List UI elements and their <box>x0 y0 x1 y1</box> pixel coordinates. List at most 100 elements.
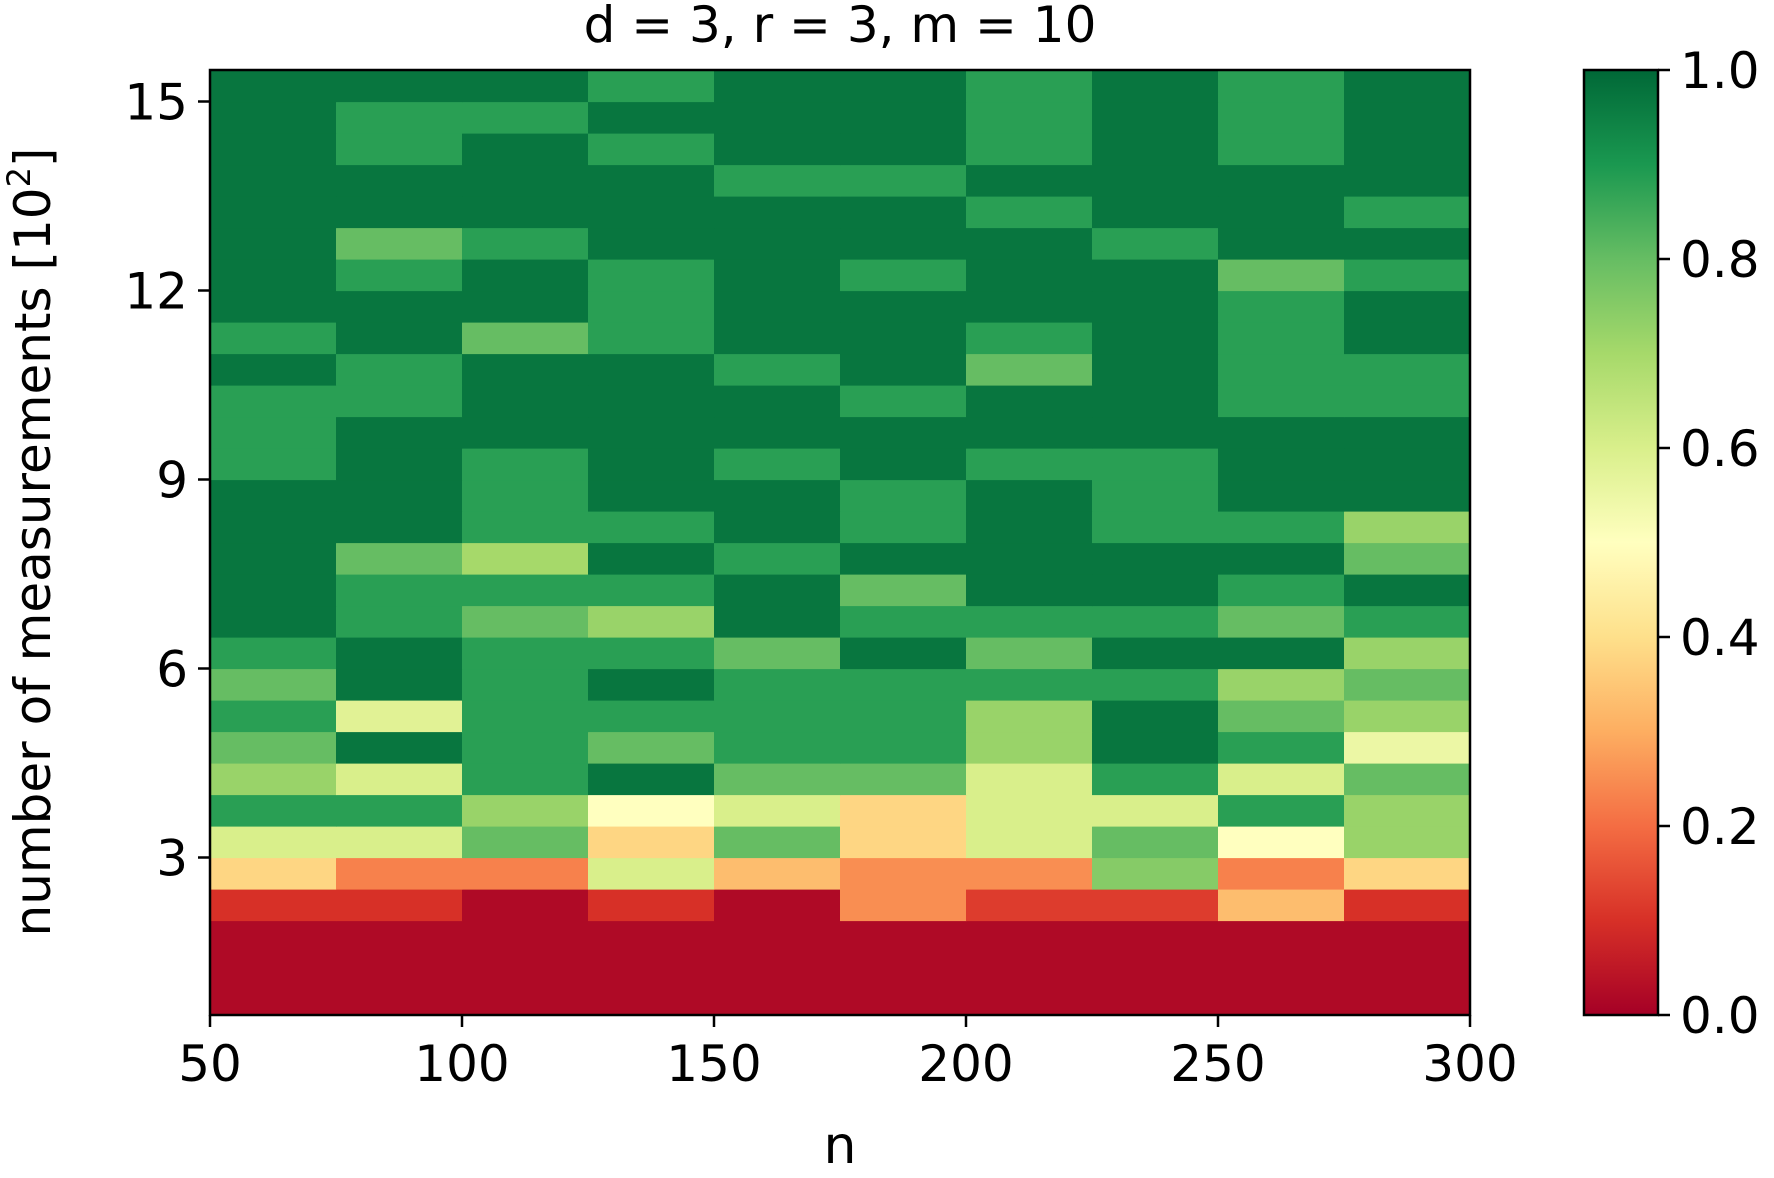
heatmap-cell <box>462 164 589 197</box>
heatmap-cell <box>1218 794 1345 827</box>
heatmap-cell <box>588 196 715 229</box>
heatmap-cell <box>588 133 715 166</box>
heatmap-cell <box>210 826 337 859</box>
heatmap-cell <box>336 511 463 544</box>
heatmap-cell <box>966 290 1093 323</box>
heatmap-cell <box>840 479 967 512</box>
heatmap-cell <box>588 889 715 922</box>
heatmap-cell <box>840 290 967 323</box>
heatmap-cell <box>1344 164 1471 197</box>
heatmap-cell <box>840 259 967 292</box>
heatmap-cell <box>336 227 463 260</box>
heatmap-cell <box>714 794 841 827</box>
heatmap-cell <box>714 164 841 197</box>
heatmap-cell <box>1218 227 1345 260</box>
heatmap-cell <box>1344 322 1471 355</box>
heatmap-cell <box>966 605 1093 638</box>
heatmap-cell <box>966 259 1093 292</box>
heatmap-cell <box>1344 196 1471 229</box>
heatmap-cell <box>1344 70 1471 103</box>
heatmap-cell <box>462 605 589 638</box>
heatmap-cell <box>714 605 841 638</box>
heatmap-cell <box>462 574 589 607</box>
heatmap-cell <box>966 763 1093 796</box>
chart-title: d = 3, r = 3, m = 10 <box>584 0 1097 54</box>
x-tick-label: 200 <box>918 1035 1013 1093</box>
heatmap-cell <box>588 385 715 418</box>
heatmap-cell <box>210 385 337 418</box>
heatmap-cell <box>588 731 715 764</box>
heatmap-cell <box>588 605 715 638</box>
heatmap-cell <box>336 479 463 512</box>
heatmap-cell <box>462 70 589 103</box>
heatmap-cell <box>336 700 463 733</box>
heatmap-cell <box>840 196 967 229</box>
y-tick-label: 9 <box>156 452 188 510</box>
heatmap-cell <box>1092 637 1219 670</box>
heatmap-cell <box>210 511 337 544</box>
x-tick-label: 100 <box>414 1035 509 1093</box>
heatmap-cell <box>840 448 967 481</box>
heatmap-cell <box>966 196 1093 229</box>
y-axis-label: number of measurements [102] <box>0 148 62 937</box>
heatmap-cell <box>588 322 715 355</box>
heatmap-cell <box>336 101 463 134</box>
heatmap-cell <box>1344 605 1471 638</box>
heatmap-cell <box>714 511 841 544</box>
heatmap-cell <box>462 857 589 890</box>
heatmap-cell <box>462 479 589 512</box>
heatmap-cell <box>966 385 1093 418</box>
heatmap-cell <box>462 353 589 386</box>
heatmap-cell <box>462 637 589 670</box>
heatmap-cell <box>210 668 337 701</box>
heatmap-cell <box>588 826 715 859</box>
heatmap-cell <box>462 763 589 796</box>
heatmap-cell <box>840 164 967 197</box>
heatmap-cell <box>588 511 715 544</box>
heatmap-cell <box>966 731 1093 764</box>
heatmap-cell <box>966 133 1093 166</box>
heatmap-cell <box>1218 385 1345 418</box>
heatmap-cell <box>1092 605 1219 638</box>
heatmap-cell <box>1344 574 1471 607</box>
x-axis-ticks: 50 100 150 200 250 300 <box>178 1015 1518 1093</box>
heatmap-cell <box>1092 196 1219 229</box>
heatmap-cell <box>336 794 463 827</box>
heatmap-cell <box>1344 794 1471 827</box>
heatmap-cell <box>462 227 589 260</box>
heatmap-cell <box>1092 700 1219 733</box>
y-tick-label: 3 <box>156 830 188 888</box>
heatmap-cell <box>462 416 589 449</box>
heatmap-cell <box>1344 826 1471 859</box>
heatmap-cell <box>714 763 841 796</box>
heatmap-cell <box>1344 479 1471 512</box>
heatmap-cell <box>1218 164 1345 197</box>
heatmap-cell <box>336 322 463 355</box>
heatmap-cell <box>840 227 967 260</box>
heatmap-cell <box>966 700 1093 733</box>
heatmap-cell <box>966 668 1093 701</box>
heatmap-cell <box>966 542 1093 575</box>
heatmap-cell <box>210 857 337 890</box>
heatmap-cell <box>210 448 337 481</box>
heatmap-cell <box>336 196 463 229</box>
heatmap-cell <box>966 479 1093 512</box>
heatmap-cell <box>840 857 967 890</box>
heatmap-cell <box>1218 479 1345 512</box>
heatmap-cell <box>462 259 589 292</box>
heatmap-cell <box>966 227 1093 260</box>
heatmap-cell <box>1218 101 1345 134</box>
heatmap-cell <box>336 542 463 575</box>
heatmap-cell <box>966 70 1093 103</box>
heatmap-cell <box>1092 101 1219 134</box>
heatmap-cell <box>462 700 589 733</box>
heatmap-cell <box>210 416 337 449</box>
heatmap-cell <box>1092 731 1219 764</box>
heatmap-cell <box>840 605 967 638</box>
heatmap-cell <box>840 920 967 1016</box>
heatmap-cell <box>714 857 841 890</box>
heatmap-cell <box>336 416 463 449</box>
y-axis-label-main: number of measurements [10 <box>4 187 62 936</box>
heatmap-cell <box>840 637 967 670</box>
heatmap-cell <box>336 668 463 701</box>
